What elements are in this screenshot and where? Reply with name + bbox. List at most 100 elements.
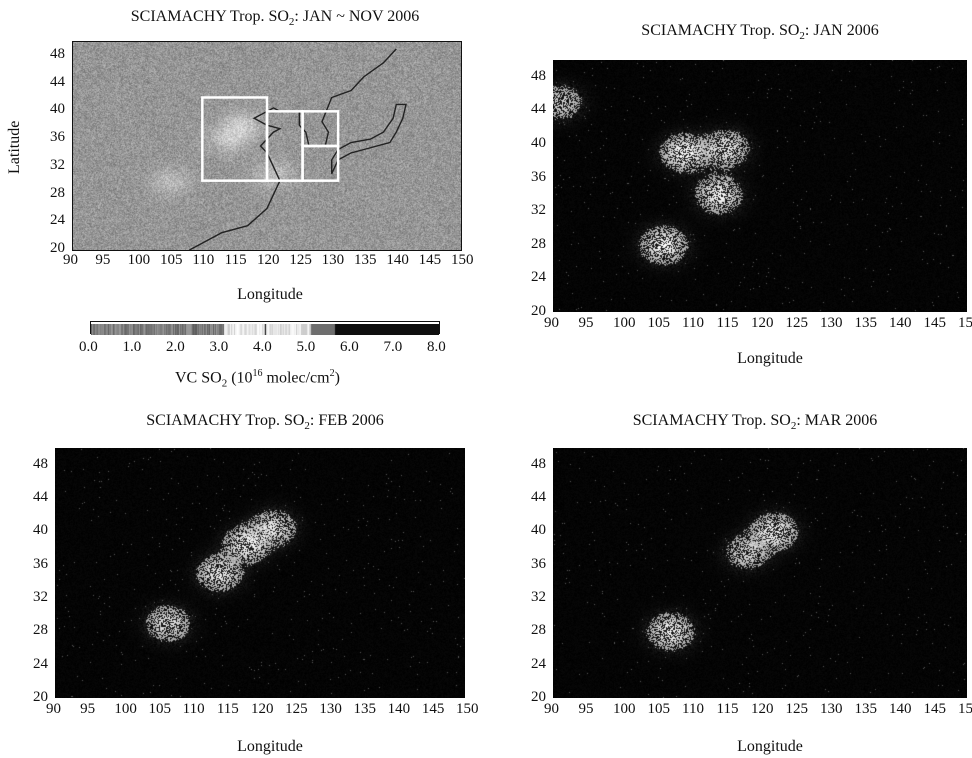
y-tick-annual-20: 20 — [50, 240, 65, 256]
y-tick-feb-28: 28 — [33, 622, 48, 639]
x-tick-jan-95: 95 — [578, 315, 594, 331]
x-tick-jan-125: 125 — [785, 315, 809, 331]
x-tick-feb-135: 135 — [353, 701, 377, 717]
y-tick-feb-20: 20 — [33, 689, 48, 705]
panel-mar-title: SCIAMACHY Trop. SO2: MAR 2006 — [632, 412, 878, 433]
y-tick-annual-44: 44 — [50, 73, 65, 90]
colorbar-tick-7.0: 7.0 — [383, 339, 403, 355]
x-tick-mar-135: 135 — [854, 701, 878, 717]
x-tick-mar-130: 130 — [820, 701, 843, 717]
y-tick-annual-40: 40 — [50, 101, 65, 118]
x-axis-label-feb: Longitude — [237, 738, 303, 755]
map-raster-feb — [55, 448, 465, 698]
x-tick-jan-135: 135 — [854, 315, 878, 331]
x-tick-annual-145: 145 — [418, 252, 442, 268]
x-tick-feb-130: 130 — [319, 701, 342, 717]
study-region-2 — [265, 110, 304, 182]
annual-overlay — [189, 48, 407, 250]
y-tick-feb-36: 36 — [33, 555, 48, 572]
x-tick-feb-115: 115 — [216, 701, 239, 717]
colorbar-tick-3.0: 3.0 — [209, 339, 229, 355]
x-tick-mar-145: 145 — [923, 701, 947, 717]
x-tick-annual-105: 105 — [160, 252, 183, 268]
x-tick-feb-140: 140 — [387, 701, 411, 717]
x-tick-mar-125: 125 — [785, 701, 809, 717]
x-tick-mar-110: 110 — [682, 701, 704, 717]
y-tick-mar-32: 32 — [531, 589, 546, 605]
x-tick-feb-150: 150 — [456, 701, 479, 717]
x-tick-jan-120: 120 — [751, 315, 774, 331]
y-tick-mar-28: 28 — [531, 622, 546, 639]
map-mar — [553, 448, 967, 698]
y-tick-jan-36: 36 — [531, 168, 546, 185]
panel-feb-title: SCIAMACHY Trop. SO2: FEB 2006 — [146, 412, 384, 433]
x-tick-mar-150: 150 — [958, 701, 972, 717]
y-tick-annual-32: 32 — [50, 156, 65, 173]
y-tick-mar-36: 36 — [531, 555, 546, 572]
x-tick-jan-150: 150 — [958, 315, 972, 331]
colorbar — [90, 321, 440, 335]
x-tick-feb-110: 110 — [182, 701, 205, 717]
colorbar-tick-4.0: 4.0 — [253, 339, 272, 355]
y-tick-feb-44: 44 — [33, 489, 48, 505]
y-tick-jan-44: 44 — [531, 101, 546, 118]
colorbar-tick-2.0: 2.0 — [166, 339, 185, 355]
y-tick-annual-28: 28 — [50, 184, 65, 201]
x-axis-label-jan: Longitude — [737, 350, 803, 367]
x-tick-jan-115: 115 — [716, 315, 739, 331]
x-tick-annual-140: 140 — [386, 252, 409, 268]
y-tick-jan-32: 32 — [531, 202, 546, 219]
x-axis-label-mar: Longitude — [737, 738, 803, 755]
colorbar-tick-6.0: 6.0 — [340, 339, 359, 355]
x-tick-feb-145: 145 — [421, 701, 445, 717]
x-tick-mar-105: 105 — [647, 701, 671, 717]
x-tick-jan-110: 110 — [682, 315, 704, 331]
colorbar-tick-5.0: 5.0 — [296, 339, 316, 355]
x-tick-annual-110: 110 — [192, 252, 215, 268]
x-tick-feb-120: 120 — [251, 701, 274, 717]
x-tick-annual-95: 95 — [95, 252, 111, 268]
x-tick-mar-95: 95 — [578, 701, 594, 717]
y-tick-feb-32: 32 — [33, 589, 48, 605]
panel-annual-title: SCIAMACHY Trop. SO2: JAN ~ NOV 2006 — [130, 8, 420, 29]
x-tick-feb-125: 125 — [285, 701, 308, 717]
colorbar-tick-0.0: 0.0 — [79, 339, 98, 355]
y-tick-annual-48: 48 — [50, 45, 65, 62]
x-tick-annual-100: 100 — [127, 252, 151, 268]
x-tick-mar-100: 100 — [613, 701, 636, 717]
x-tick-jan-145: 145 — [923, 315, 947, 331]
x-tick-jan-105: 105 — [647, 315, 671, 331]
y-tick-jan-40: 40 — [531, 135, 546, 151]
x-tick-mar-120: 120 — [751, 701, 774, 717]
x-tick-annual-135: 135 — [354, 252, 377, 268]
japan-coastline — [331, 103, 407, 174]
y-tick-jan-48: 48 — [531, 67, 546, 84]
x-tick-mar-90: 90 — [544, 701, 559, 717]
x-tick-annual-150: 150 — [451, 252, 474, 268]
x-tick-feb-95: 95 — [80, 701, 96, 717]
x-tick-feb-100: 100 — [114, 701, 137, 717]
y-tick-mar-48: 48 — [531, 455, 546, 472]
panel-jan-title: SCIAMACHY Trop. SO2: JAN 2006 — [641, 22, 879, 43]
colorbar-tick-8.0: 8.0 — [427, 339, 446, 355]
x-tick-annual-125: 125 — [289, 252, 312, 268]
x-tick-feb-105: 105 — [148, 701, 172, 717]
map-feb — [55, 448, 465, 698]
y-tick-mar-24: 24 — [531, 655, 546, 672]
x-tick-annual-90: 90 — [63, 252, 78, 268]
x-tick-annual-130: 130 — [321, 252, 345, 268]
map-jan — [553, 60, 967, 312]
x-tick-annual-115: 115 — [224, 252, 247, 268]
x-tick-jan-140: 140 — [889, 315, 912, 331]
colorbar-tick-1.0: 1.0 — [122, 339, 142, 355]
x-tick-jan-90: 90 — [544, 315, 559, 331]
x-tick-mar-115: 115 — [716, 701, 739, 717]
y-tick-jan-20: 20 — [531, 303, 546, 319]
y-tick-jan-28: 28 — [531, 235, 546, 252]
y-tick-mar-40: 40 — [531, 522, 546, 539]
y-tick-mar-20: 20 — [531, 689, 546, 705]
y-tick-jan-24: 24 — [531, 269, 546, 286]
y-tick-annual-24: 24 — [50, 212, 65, 229]
y-tick-mar-44: 44 — [531, 489, 546, 505]
y-tick-feb-48: 48 — [33, 455, 48, 472]
